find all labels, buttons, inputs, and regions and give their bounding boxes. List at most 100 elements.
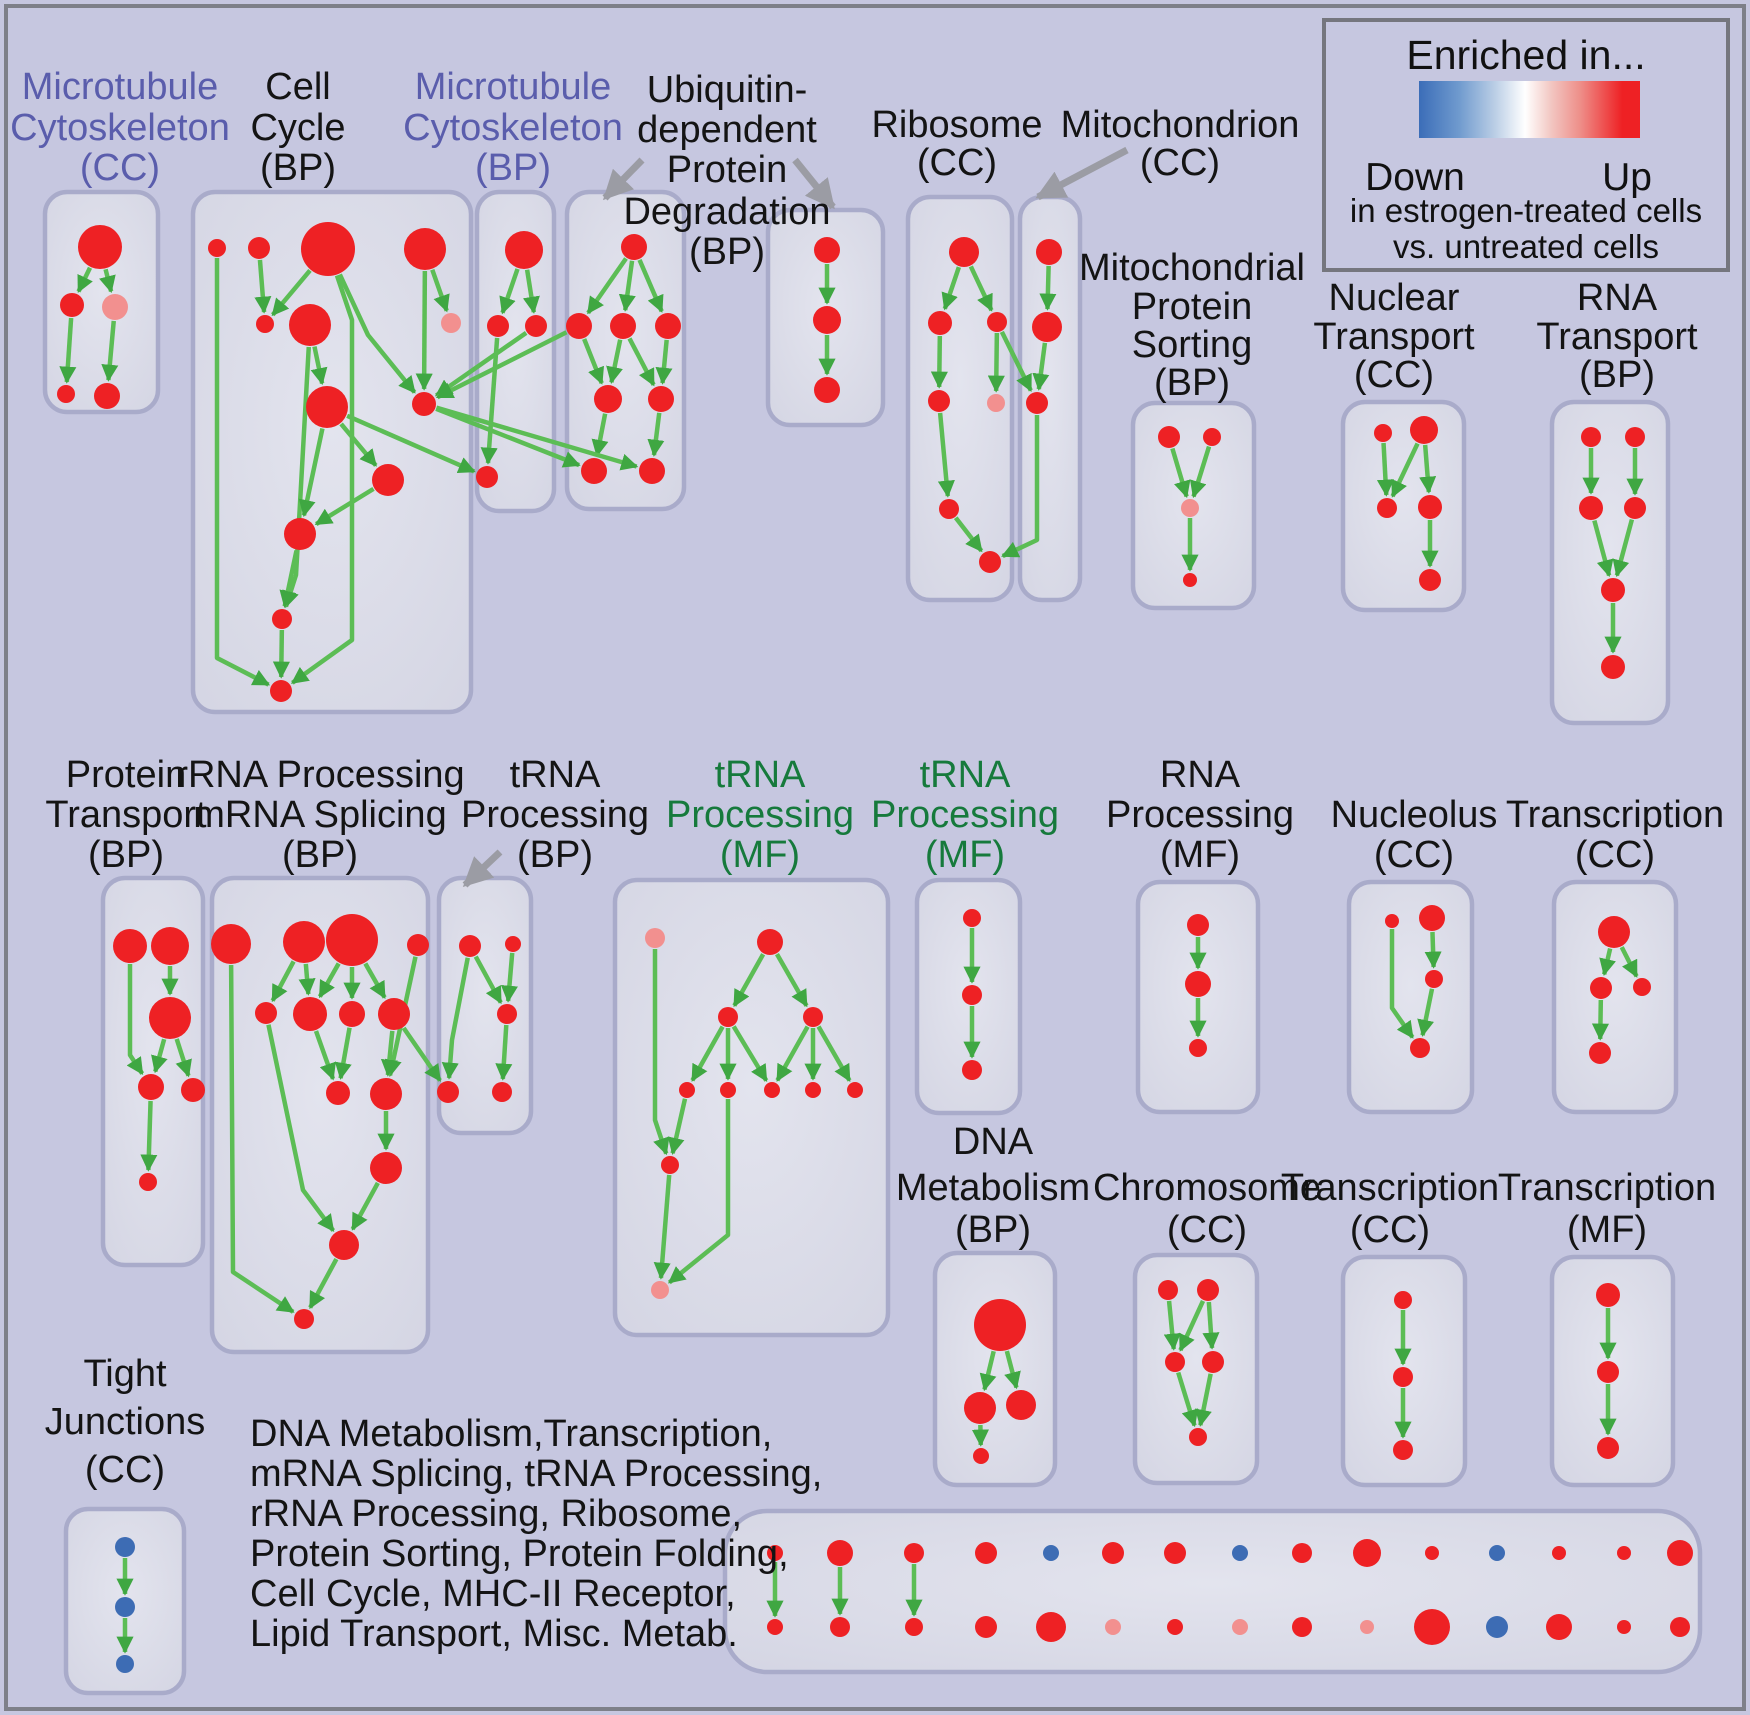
go-term-node: [1105, 1619, 1121, 1635]
go-term-node: [1158, 1280, 1178, 1300]
go-term-node: [284, 518, 316, 550]
go-term-node: [1232, 1545, 1248, 1561]
edge-arrow: [606, 339, 623, 385]
edge-arrow: [334, 1027, 352, 1080]
go-term-node: [1165, 1352, 1185, 1372]
cluster-label-mt_cc: Cytoskeleton: [10, 107, 230, 149]
go-term-node: [1189, 1039, 1207, 1057]
go-term-node: [1414, 1609, 1450, 1645]
edge-arrow: [313, 1030, 336, 1081]
cluster-label-trans_cc3: Transcription: [1281, 1167, 1499, 1209]
go-term-node: [949, 237, 979, 267]
cluster-box-trna_mf1: [612, 877, 891, 1338]
go-term-node: [525, 315, 547, 337]
edge-arrow: [441, 957, 470, 1080]
go-term-node: [928, 390, 950, 412]
go-term-node: [149, 997, 191, 1039]
go-term-node: [764, 1082, 780, 1098]
edge-arrow: [667, 1098, 688, 1155]
go-term-node: [293, 997, 327, 1031]
cluster-label-mito: Mitochondrion: [1061, 104, 1300, 146]
cluster-box-chromo: [1132, 1252, 1260, 1486]
edge-arrow: [999, 330, 1033, 392]
cluster-label-rrna: rRNA Processing: [175, 754, 464, 796]
go-term-node: [94, 383, 120, 409]
legend-subline-2: vs. untreated cells: [1393, 228, 1659, 265]
go-term-node: [1360, 1620, 1374, 1634]
go-term-node: [1617, 1546, 1631, 1560]
cluster-label-rna_t: (BP): [1579, 354, 1655, 396]
edge-arrow: [346, 413, 476, 474]
go-term-node: [1187, 914, 1209, 936]
cluster-label-nucleolus: Nucleolus: [1331, 794, 1498, 836]
cluster-label-trna_mf1: (MF): [720, 834, 800, 876]
edge-arrow: [401, 1026, 442, 1082]
cluster-label-rna_t: Transport: [1536, 316, 1698, 358]
go-term-node: [767, 1545, 783, 1561]
edge-arrow: [270, 960, 296, 1003]
edge-arrow: [1619, 946, 1639, 978]
cluster-label-chromo: Chromosome: [1093, 1167, 1321, 1209]
cluster-label-cc: Cycle: [250, 107, 345, 149]
go-term-node: [370, 1078, 402, 1110]
go-term-node: [1598, 916, 1630, 948]
go-term-node: [211, 924, 251, 964]
figure-frame: [4, 4, 1746, 1711]
edge-arrow: [266, 1024, 336, 1232]
cluster-label-dna_met: (BP): [955, 1209, 1031, 1251]
go-term-node: [1589, 1042, 1611, 1064]
edge-arrow: [151, 1038, 168, 1074]
go-term-node: [1489, 1545, 1505, 1561]
go-term-node: [113, 929, 147, 963]
go-term-node: [1425, 1546, 1439, 1560]
cluster-label-mt_cc: Microtubule: [22, 66, 218, 108]
go-term-node: [505, 231, 543, 269]
edge-arrow: [582, 338, 604, 385]
edge-arrow: [522, 269, 540, 314]
edge-arrow: [308, 1258, 339, 1310]
go-term-node: [412, 392, 436, 416]
cluster-label-rrna: (BP): [282, 834, 358, 876]
edge-arrow: [652, 949, 670, 1156]
cluster-label-prot_t: (BP): [88, 834, 164, 876]
go-term-node: [979, 551, 1001, 573]
go-term-node: [1043, 1545, 1059, 1561]
go-term-node: [441, 313, 461, 333]
legend-gradient-bar: [1419, 81, 1640, 138]
go-term-node: [830, 1617, 850, 1637]
cluster-label-ubiq: (BP): [689, 231, 765, 273]
go-term-node: [57, 385, 75, 403]
go-term-node: [639, 458, 665, 484]
go-term-node: [407, 934, 429, 956]
go-term-node: [116, 1655, 134, 1673]
go-term-node: [272, 609, 292, 629]
cluster-label-rna_t: RNA: [1577, 277, 1658, 319]
go-term-node: [928, 311, 952, 335]
edge-arrow: [1390, 442, 1420, 498]
label-pointer-arrow: [792, 157, 836, 210]
go-term-node: [1601, 578, 1625, 602]
go-term-node: [1164, 1542, 1186, 1564]
edge-arrow: [627, 337, 656, 387]
go-term-node: [1036, 239, 1062, 265]
go-term-node: [497, 1004, 517, 1024]
cluster-label-trans_mf: Transcription: [1498, 1167, 1716, 1209]
go-term-node: [987, 394, 1005, 412]
edge-arrow: [272, 629, 290, 679]
cluster-box-trans_cc2: [1551, 879, 1679, 1115]
edge-arrow: [1376, 442, 1395, 497]
edge-arrow: [586, 257, 628, 315]
cluster-label-mito_sort: Sorting: [1132, 324, 1252, 366]
cluster-label-rna_p: Processing: [1106, 794, 1294, 836]
go-term-node: [651, 1281, 669, 1299]
nodes-layer: [57, 222, 1693, 1673]
go-term-node: [814, 377, 840, 403]
go-term-node: [1394, 1291, 1412, 1309]
edges-layer: [59, 146, 1644, 1654]
edge-arrow: [435, 406, 581, 468]
edge-arrow: [290, 274, 355, 685]
cluster-label-dna_met: Metabolism: [896, 1167, 1090, 1209]
cluster-label-ribo: Ribosome: [871, 104, 1042, 146]
cluster-box-nuc_t: [1340, 399, 1467, 613]
go-term-node: [151, 927, 189, 965]
